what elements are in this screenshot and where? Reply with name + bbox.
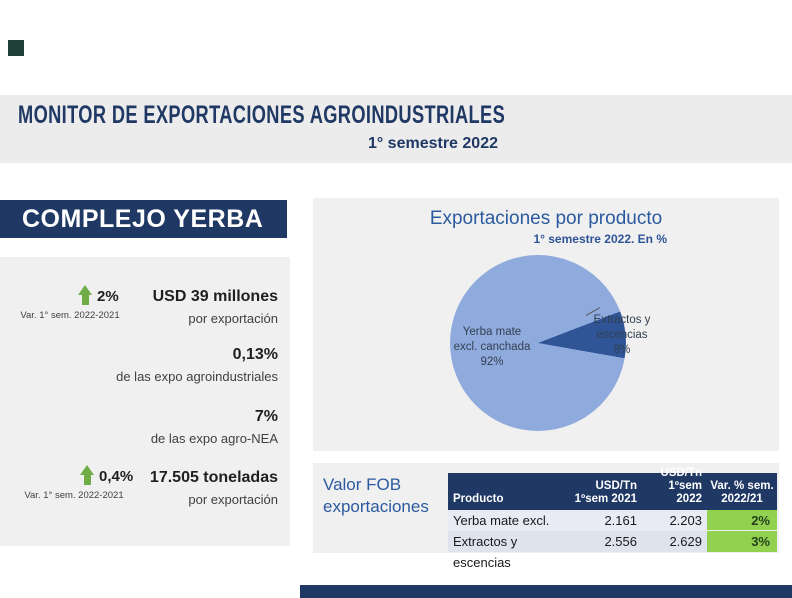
- header-text: Var. % sem.: [710, 480, 774, 492]
- fob-panel-title-line: Valor FOB: [323, 475, 402, 494]
- stat1-variation: 2%: [78, 285, 119, 306]
- pie-chart-title: Exportaciones por producto: [429, 208, 663, 229]
- stat1-variation-value: 2%: [97, 288, 119, 305]
- stat1-variation-label: Var. 1° sem. 2022-2021: [20, 310, 120, 321]
- table-header-var: Var. % sem. 2022/21: [707, 473, 777, 510]
- pie-chart: [450, 255, 626, 431]
- header-period: 1° semestre 2022: [367, 135, 498, 152]
- table-header-usd-2021: USD/Tn 1ºsem 2021: [570, 473, 642, 510]
- cell-usd-2022: 2.629: [642, 531, 707, 552]
- cell-producto: Extractos y escencias: [448, 531, 570, 570]
- corner-accent-square: [8, 40, 24, 56]
- header-text: 2022/21: [721, 493, 763, 505]
- pie-label-value: 8%: [613, 344, 631, 356]
- pie-label-text: Yerba mate: [462, 326, 522, 338]
- stat3-caption: de las expo agro-NEA: [150, 431, 278, 446]
- cell-usd-2021: 2.556: [570, 531, 642, 552]
- stat4-value: 17.505 toneladas: [149, 469, 278, 486]
- stat4-variation-value: 0,4%: [99, 468, 134, 485]
- header-band: MONITOR DE EXPORTACIONES AGROINDUSTRIALE…: [0, 95, 792, 163]
- pie-slice-label-extractos: Extractos y escencias 8%: [574, 313, 670, 358]
- pie-label-text: excl. canchada: [453, 341, 531, 353]
- stat4-variation-label: Var. 1° sem. 2022-2021: [24, 490, 124, 501]
- stat1-value: USD 39 millones: [152, 288, 278, 305]
- table-row: Yerba mate excl. 2.161 2.203 2%: [448, 510, 777, 531]
- sidebar-stats-panel: 2% Var. 1° sem. 2022-2021 USD 39 millone…: [0, 257, 290, 546]
- stat2-caption: de las expo agroindustriales: [116, 369, 278, 384]
- pie-label-text: Extractos y: [593, 314, 651, 326]
- stat2-value: 0,13%: [232, 346, 278, 363]
- fob-table-panel: Valor FOB exportaciones Producto USD/Tn …: [313, 463, 779, 570]
- pie-chart-subtitle: 1° semestre 2022. En %: [533, 232, 667, 246]
- table-row: Extractos y escencias 2.556 2.629 3%: [448, 531, 777, 570]
- cell-var-pct: 2%: [707, 510, 777, 531]
- pie-slice-label-yerba: Yerba mate excl. canchada 92%: [436, 325, 548, 370]
- pie-label-value: 92%: [480, 356, 504, 368]
- pie-chart-panel: Exportaciones por producto 1° semestre 2…: [313, 198, 779, 451]
- fob-panel-title: Valor FOB exportaciones: [323, 474, 429, 518]
- cell-usd-2021: 2.161: [570, 510, 642, 531]
- table-header-usd-2022: USD/Tn 1ºsem 2022: [642, 467, 707, 510]
- stat3-value: 7%: [254, 408, 278, 425]
- header-text: 1ºsem 2021: [574, 493, 637, 505]
- header-text: Producto: [453, 493, 504, 505]
- cell-usd-2022: 2.203: [642, 510, 707, 531]
- cell-producto: Yerba mate excl.: [448, 510, 570, 531]
- cell-var-pct: 3%: [707, 531, 777, 552]
- up-arrow-icon: [78, 285, 93, 306]
- header-title-block: MONITOR DE EXPORTACIONES AGROINDUSTRIALE…: [18, 101, 506, 153]
- header-text: USD/Tn: [660, 467, 702, 479]
- fob-table: Producto USD/Tn 1ºsem 2021 USD/Tn 1ºsem …: [448, 467, 777, 570]
- up-arrow-icon: [80, 465, 95, 486]
- pie-label-text: escencias: [596, 329, 648, 341]
- stat4-variation: 0,4%: [80, 465, 133, 486]
- table-header-row: Producto USD/Tn 1ºsem 2021 USD/Tn 1ºsem …: [448, 467, 777, 510]
- header-text: 1ºsem 2022: [668, 480, 702, 505]
- page-title: MONITOR DE EXPORTACIONES AGROINDUSTRIALE…: [18, 101, 506, 129]
- table-header-producto: Producto: [448, 473, 570, 510]
- header-text: USD/Tn: [595, 480, 637, 492]
- stat1-caption: por exportación: [188, 311, 278, 326]
- footer-accent-bar: [300, 585, 792, 598]
- sidebar-header: COMPLEJO YERBA: [0, 200, 287, 238]
- stat4-caption: por exportación: [188, 492, 278, 507]
- fob-panel-title-line: exportaciones: [323, 497, 429, 516]
